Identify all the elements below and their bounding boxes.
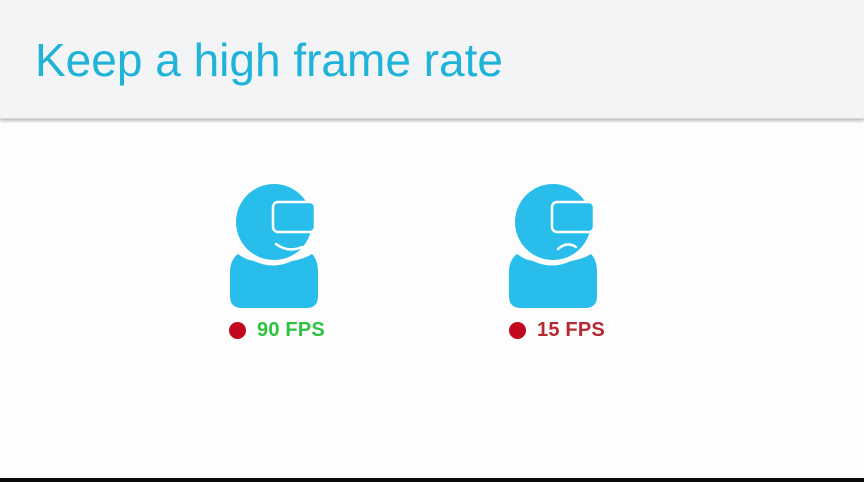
status-dot xyxy=(229,321,246,339)
bottom-edge-bar xyxy=(0,478,864,482)
vr-headset xyxy=(271,200,317,234)
slide-title: Keep a high frame rate xyxy=(35,34,503,86)
user-body xyxy=(230,254,318,308)
slide-header: Keep a high frame rate xyxy=(0,0,864,119)
vr-headset xyxy=(550,200,596,234)
status-dot xyxy=(509,321,526,339)
vr-headset-user-sad-icon xyxy=(508,184,598,310)
sad-mouth xyxy=(556,243,578,251)
vr-headset-user-happy-icon xyxy=(229,184,319,310)
happy-mouth xyxy=(274,242,304,251)
fps-indicator-bad: 15 FPS xyxy=(509,318,605,342)
fps-label-good: 90 FPS xyxy=(257,318,325,341)
fps-indicator-good: 90 FPS xyxy=(229,318,325,342)
fps-label-bad: 15 FPS xyxy=(537,318,605,341)
user-body xyxy=(509,254,597,308)
